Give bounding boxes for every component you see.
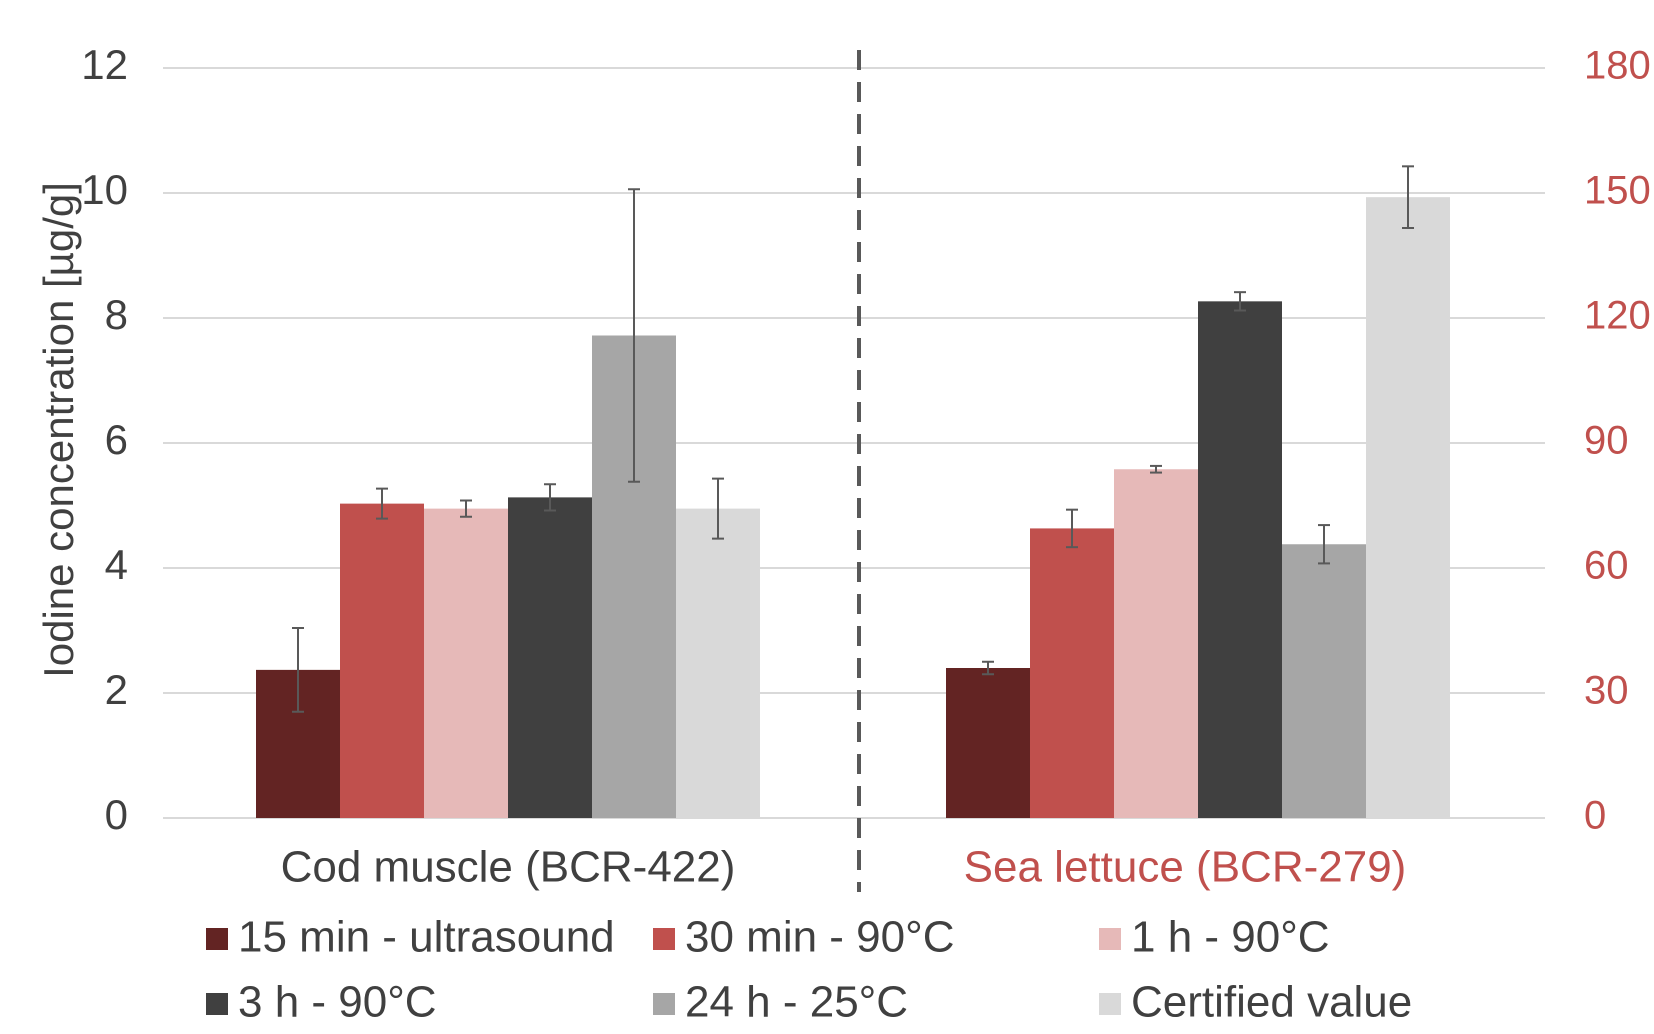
error-bars — [292, 165, 1414, 713]
legend-swatch — [653, 993, 675, 1015]
legend-swatch — [206, 993, 228, 1015]
right-tick-label: 150 — [1584, 169, 1651, 213]
legend-swatch — [653, 928, 675, 950]
left-tick-label: 10 — [81, 166, 128, 213]
bar — [946, 668, 1030, 818]
left-tick-label: 0 — [105, 791, 128, 838]
left-axis-ticks: 0 2 4 6 8 10 12 — [81, 41, 128, 838]
left-tick-label: 6 — [105, 416, 128, 463]
bar — [1366, 197, 1450, 818]
bar — [1198, 301, 1282, 818]
legend-swatch — [206, 928, 228, 950]
legend-label: 24 h - 25°C — [685, 978, 908, 1027]
left-tick-label: 8 — [105, 291, 128, 338]
right-axis-ticks: 0 30 60 90 120 150 180 — [1584, 44, 1651, 838]
category-label: Cod muscle (BCR-422) — [281, 843, 736, 892]
bar — [340, 503, 424, 818]
category-labels: Cod muscle (BCR-422) Sea lettuce (BCR-279… — [281, 843, 1407, 892]
legend-label: 15 min - ultrasound — [238, 913, 615, 962]
legend-swatch — [1099, 928, 1121, 950]
left-tick-label: 2 — [105, 666, 128, 713]
right-tick-label: 180 — [1584, 44, 1651, 88]
right-tick-label: 120 — [1584, 294, 1651, 338]
legend-label: 30 min - 90°C — [685, 913, 954, 962]
legend-swatch — [1099, 993, 1121, 1015]
right-tick-label: 30 — [1584, 669, 1629, 713]
bar — [508, 497, 592, 818]
bar — [676, 508, 760, 818]
legend-label: 3 h - 90°C — [238, 978, 437, 1027]
bar — [1282, 544, 1366, 818]
category-label: Sea lettuce (BCR-279) — [964, 843, 1407, 892]
right-tick-label: 0 — [1584, 794, 1606, 838]
left-tick-label: 4 — [105, 541, 128, 588]
legend: 15 min - ultrasound 30 min - 90°C 1 h - 90… — [206, 913, 1412, 1027]
bars — [256, 197, 1450, 818]
legend-label: 1 h - 90°C — [1131, 913, 1330, 962]
y-axis-label: Iodine concentration [µg/g] — [35, 182, 82, 678]
right-tick-label: 60 — [1584, 544, 1629, 588]
legend-label: Certified value — [1131, 978, 1412, 1027]
bar — [1030, 528, 1114, 818]
bar — [424, 508, 508, 818]
right-tick-label: 90 — [1584, 419, 1629, 463]
bar — [1114, 469, 1198, 818]
left-tick-label: 12 — [81, 41, 128, 88]
